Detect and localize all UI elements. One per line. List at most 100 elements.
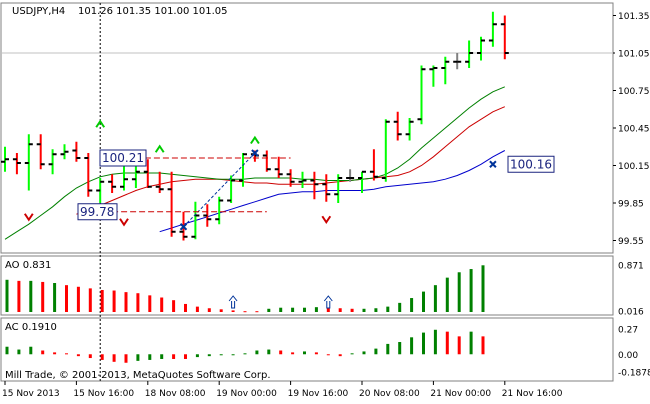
candle [417,65,426,125]
ac-bar [136,354,140,361]
symbol-title: USDJPY,H4 [12,6,65,17]
ac-tick-label: 0.00 [618,351,638,361]
candle [84,153,93,197]
ao-bar [29,280,33,312]
candle [453,53,462,70]
ac-bar [291,352,295,355]
ao-bar [76,286,80,312]
ac-bar [41,350,45,355]
ac-bar [481,336,485,355]
candle [108,174,117,193]
price-label-box[interactable] [77,203,118,221]
time-tick-label: 15 Nov 2013 [2,389,60,399]
ac-bar [350,353,354,355]
ao-bar [362,308,366,312]
ao-bar [65,285,68,312]
price-tick-label: 100.75 [618,87,650,97]
candle [477,36,485,61]
signal-arrow-up [323,295,333,309]
candle [120,161,128,191]
ao-bar [207,308,211,312]
price-tick-label: 100.15 [618,162,650,172]
ao-bar [17,280,21,312]
ac-bar [255,350,259,355]
ac-bar [267,349,271,355]
candle [262,150,271,172]
price-tick-label: 99.85 [618,200,644,210]
candle [322,174,331,202]
panel-frame [0,317,614,382]
candles [1,11,509,241]
ao-bar [410,298,414,312]
chart-marks: 100.21 99.78 100.16 [23,119,555,231]
ao-bar [100,289,104,312]
ac-bar [338,354,342,357]
ao-bars [5,265,485,313]
ao-bar [481,265,485,312]
ac-bar [410,337,414,355]
ohlc-readout: 101.26 101.35 101.00 101.05 [78,6,228,17]
ac-bar [5,346,9,355]
time-tick-label: 21 Nov 16:00 [502,389,563,399]
ac-bar [112,354,116,362]
ao-tick-label: 0.016 [618,308,644,318]
ao-bar [445,277,449,312]
candle [155,171,164,193]
candle [441,56,450,85]
candle [203,204,212,227]
ac-bar [219,354,223,356]
ac-bar [195,354,199,358]
candle [12,153,21,175]
candle [274,156,283,178]
candle [429,65,438,87]
ac-bar [362,351,366,355]
time-tick-label: 18 Nov 08:00 [145,389,206,399]
ao-bar [457,272,461,312]
candle [143,159,152,188]
ac-tick-label: 0.27 [618,325,638,335]
candle [488,11,497,47]
candle [1,146,9,172]
candle [286,169,295,187]
ao-bar [469,269,473,312]
time-tick-label: 21 Nov 00:00 [430,389,491,399]
candle [465,40,474,68]
ao-bar [172,300,176,312]
ac-bar [445,331,449,355]
ao-bar [53,283,57,312]
price-tick-label: 99.55 [618,237,644,247]
candle [167,171,176,237]
price-label-box[interactable] [507,155,555,173]
ao-bar [291,307,295,312]
fractal-up-mark [154,144,165,153]
candle [334,174,343,203]
ac-bar [100,354,104,360]
ao-bar [279,307,283,312]
trend-line [183,152,256,228]
time-tick-label: 20 Nov 08:00 [359,389,420,399]
candle [298,171,307,188]
fractal-up-mark [95,119,106,128]
ao-bar [148,295,152,312]
ao-bar [386,306,390,312]
ao-bar [350,308,354,312]
price-tick-label: 100.45 [618,125,650,135]
copyright-text: Mill Trade, © 2001-2013, MetaQuotes Soft… [5,370,271,381]
time-tick-label: 19 Nov 16:00 [288,389,349,399]
ac-tick-label: -0.1878 [618,368,650,378]
ac-bar [314,352,318,355]
ac-bar [172,354,176,359]
signal-arrow-up [228,295,238,309]
ac-bar [53,352,57,355]
ac-bar [88,354,92,359]
candle [346,169,355,182]
ao-bar [338,308,342,312]
ac-bar [422,332,425,355]
ao-bar [124,292,128,312]
price-label-box[interactable] [99,149,147,167]
candle [393,111,402,141]
price-label-text: 100.16 [510,157,552,171]
candle [381,119,390,182]
